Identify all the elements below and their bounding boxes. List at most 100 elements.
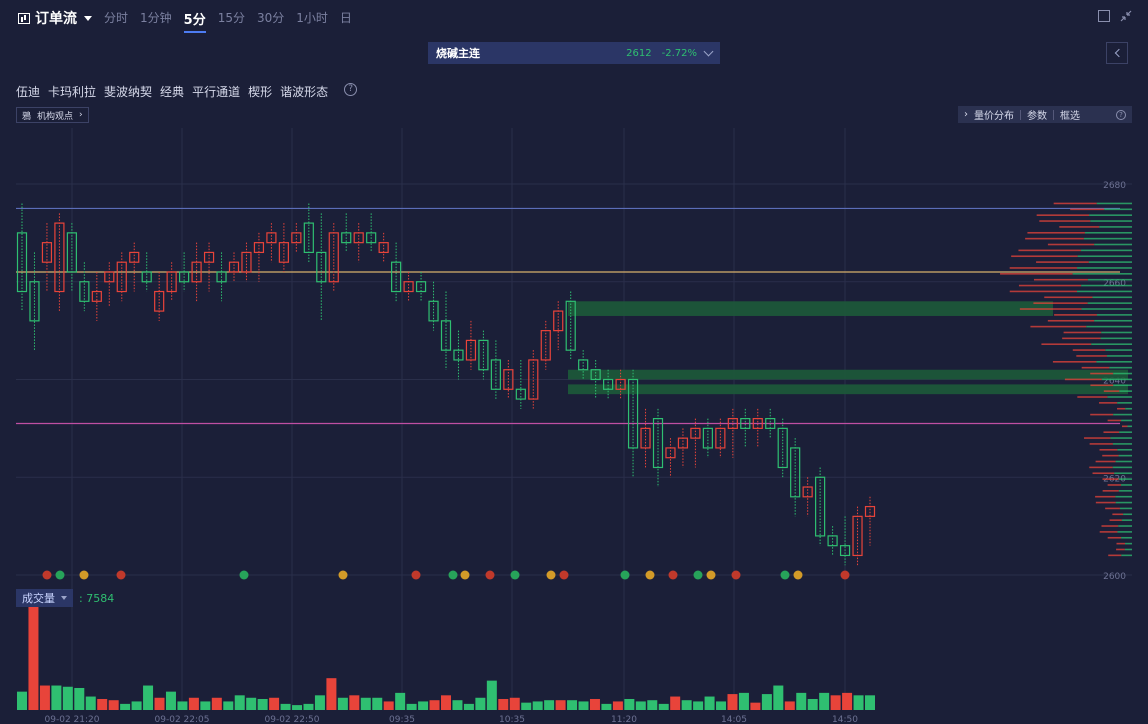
- profile-bar-buy: [1096, 361, 1132, 363]
- collapse-window-icon[interactable]: [1120, 10, 1132, 22]
- profile-bar-buy: [1118, 490, 1132, 492]
- tool-camarilla[interactable]: 卡玛利拉: [48, 85, 97, 99]
- profile-bar-buy: [1099, 226, 1132, 228]
- profile-bar-sell: [1089, 466, 1113, 469]
- signal-marker-icon: [239, 570, 249, 580]
- volume-bar: [773, 685, 784, 710]
- signal-marker-icon: [55, 570, 65, 580]
- volume-bar: [681, 700, 692, 710]
- profile-bar-sell: [1081, 366, 1110, 369]
- chevron-right-icon: ›: [79, 110, 83, 120]
- candle-body: [752, 418, 763, 429]
- profile-bar-buy: [1117, 448, 1132, 451]
- institution-label: 机构观点: [37, 111, 74, 122]
- profile-bar-sell: [1090, 384, 1114, 387]
- tab-period-timeshare[interactable]: 分时: [104, 11, 129, 25]
- candle-body: [478, 339, 489, 371]
- profile-bar-sell: [1099, 531, 1118, 533]
- signal-marker-icon: [79, 570, 89, 580]
- tool-fibonacci[interactable]: 斐波纳契: [104, 85, 153, 99]
- volume-bar: [108, 700, 119, 710]
- signal-marker-icon: [793, 570, 803, 580]
- tab-period-day[interactable]: 日: [339, 11, 352, 25]
- app-title[interactable]: 订单流: [18, 8, 92, 28]
- volume-bar: [62, 686, 73, 710]
- institution-view-button[interactable]: 鴉 机构观点 ›: [16, 107, 89, 123]
- volume-bar: [842, 692, 853, 710]
- tool-harmonic[interactable]: 谐波形态: [280, 85, 329, 99]
- x-tick-label: 09-02 22:50: [265, 715, 320, 724]
- candle-body: [802, 486, 813, 498]
- tool-parallel-channel[interactable]: 平行通道: [192, 85, 241, 99]
- candle-body: [528, 359, 539, 400]
- profile-bar-buy: [1100, 337, 1132, 340]
- volume-bar: [521, 702, 532, 710]
- signal-marker-icon: [411, 570, 421, 580]
- profile-bar-buy: [1096, 314, 1132, 316]
- candle-body: [515, 388, 526, 400]
- volume-bar: [211, 697, 222, 710]
- params-button[interactable]: 参数: [1027, 111, 1047, 122]
- tool-classic[interactable]: 经典: [160, 85, 185, 99]
- profile-bar-buy: [1121, 419, 1132, 422]
- profile-bar-buy: [1113, 413, 1132, 416]
- profile-bar-buy: [1094, 319, 1132, 322]
- layout-grid-icon[interactable]: [1098, 10, 1110, 22]
- candle-body: [154, 290, 165, 312]
- candle-body: [440, 320, 452, 351]
- candle-body: [727, 418, 738, 429]
- candle-body: [79, 281, 90, 302]
- volume-bar: [406, 703, 417, 710]
- profile-bar-sell: [1089, 443, 1113, 445]
- profile-bar-sell: [1033, 278, 1088, 281]
- tool-wedge[interactable]: 楔形: [248, 85, 273, 99]
- tool-woodie[interactable]: 伍迪: [16, 85, 41, 99]
- volume-bar: [544, 700, 555, 710]
- volume-bar: [85, 696, 96, 710]
- tab-period-15m[interactable]: 15分: [217, 11, 245, 25]
- volume-indicator-header: 成交量 : 7584: [16, 589, 114, 607]
- contract-change: -2.72%: [661, 47, 697, 59]
- profile-bar-sell: [1084, 437, 1111, 439]
- profile-bar-sell: [1102, 478, 1119, 480]
- collapse-panel-button[interactable]: [1106, 42, 1128, 64]
- profile-bar-sell: [1009, 290, 1077, 293]
- volume-bar: [200, 701, 211, 710]
- profile-bar-buy: [1091, 343, 1132, 346]
- signal-marker-icon: [510, 570, 520, 580]
- profile-bar-buy: [1081, 284, 1132, 287]
- volume-profile-button[interactable]: 量价分布: [974, 111, 1014, 122]
- profile-bar-buy: [1081, 308, 1132, 310]
- profile-bar-sell: [1095, 501, 1116, 504]
- volume-bar: [395, 692, 406, 710]
- box-select-button[interactable]: 框选: [1060, 111, 1080, 122]
- candle-body: [540, 330, 551, 361]
- tab-period-30m[interactable]: 30分: [256, 11, 285, 25]
- profile-bar-buy: [1077, 255, 1132, 258]
- profile-bar-sell: [1030, 325, 1087, 328]
- volume-bar: [830, 695, 841, 710]
- x-tick-label: 10:35: [499, 715, 525, 724]
- profile-bar-sell: [1102, 454, 1119, 457]
- caret-down-icon: [84, 15, 92, 21]
- candle-body: [141, 271, 152, 283]
- help-icon[interactable]: ?: [1116, 109, 1126, 120]
- tab-period-1h[interactable]: 1小时: [296, 11, 328, 25]
- tab-period-5m[interactable]: 5分: [183, 9, 206, 33]
- volume-bar: [807, 698, 818, 710]
- volume-indicator-select[interactable]: 成交量: [16, 589, 73, 607]
- volume-bar: [429, 700, 440, 710]
- profile-bar-sell: [1076, 355, 1107, 357]
- profile-bar-sell: [1107, 536, 1122, 539]
- help-icon[interactable]: ?: [344, 83, 358, 96]
- tab-period-1m[interactable]: 1分钟: [140, 11, 172, 25]
- profile-bar-buy: [1092, 296, 1132, 299]
- contract-selector[interactable]: 烧碱主连 2612 -2.72%: [428, 42, 720, 64]
- volume-bar: [601, 703, 612, 710]
- volume-bar: [761, 694, 772, 710]
- volume-bar: [143, 685, 154, 710]
- candle-body: [366, 232, 377, 244]
- profile-bar-sell: [1112, 513, 1124, 516]
- volume-bar: [716, 701, 727, 710]
